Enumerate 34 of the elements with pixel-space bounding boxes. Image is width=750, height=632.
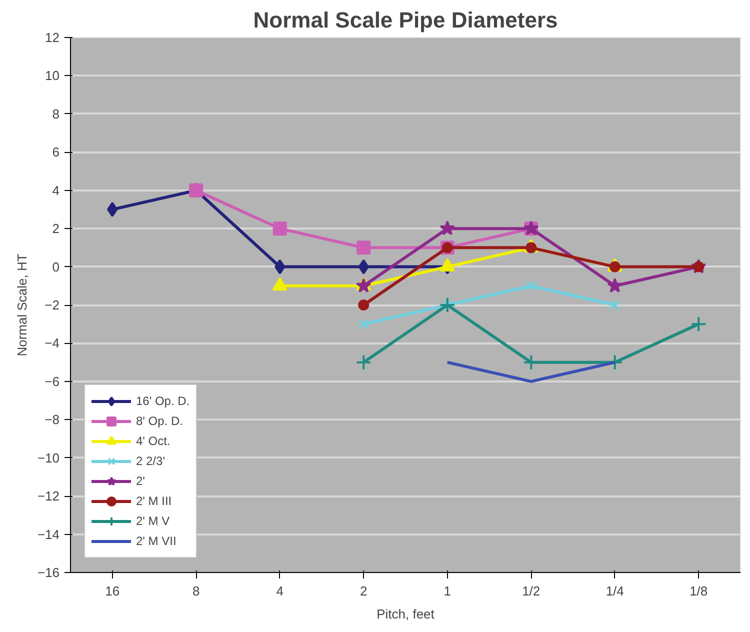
y-tick-label: −2 [44,298,60,312]
chart-title: Normal Scale Pipe Diameters [253,8,558,32]
y-tick-label: 12 [45,30,60,45]
legend-label: 2' M VII [136,534,176,548]
x-tick-label: 1/2 [522,584,540,598]
x-tick-label: 1 [444,584,451,598]
legend-label: 2' M III [136,494,172,508]
y-tick-label: −6 [44,374,60,389]
legend-label: 2' M V [136,514,170,528]
x-tick-label: 2 [360,584,368,598]
y-tick-label: −16 [37,565,60,580]
y-axis-title: Normal Scale, HT [14,254,30,356]
x-tick-label: 8 [192,584,200,598]
y-tick-label: −8 [44,412,60,428]
y-tick-label: 0 [52,259,60,274]
x-tick-label: 1/8 [690,584,708,598]
x-axis-title: Pitch, feet [376,606,435,622]
y-tick-label: −12 [37,488,60,504]
legend-label: 16' Op. D. [136,394,190,408]
x-tick-label: 16 [105,584,120,598]
legend-label: 8' Op. D. [136,414,183,428]
legend-label: 2 2/3' [136,454,165,468]
y-tick-label: 8 [52,106,60,122]
y-tick-label: 4 [52,182,60,198]
x-tick-label: 4 [276,584,284,598]
legend-label: 4' Oct. [136,434,170,448]
y-tick-label: −14 [37,526,60,542]
y-tick-label: 2 [52,221,60,236]
y-tick-label: −10 [37,450,60,466]
x-tick-label: 1/4 [606,584,624,598]
legend-label: 2' [136,474,146,488]
y-tick-label: 6 [52,144,60,160]
y-tick-label: 10 [45,68,60,84]
y-tick-label: −4 [44,336,60,351]
